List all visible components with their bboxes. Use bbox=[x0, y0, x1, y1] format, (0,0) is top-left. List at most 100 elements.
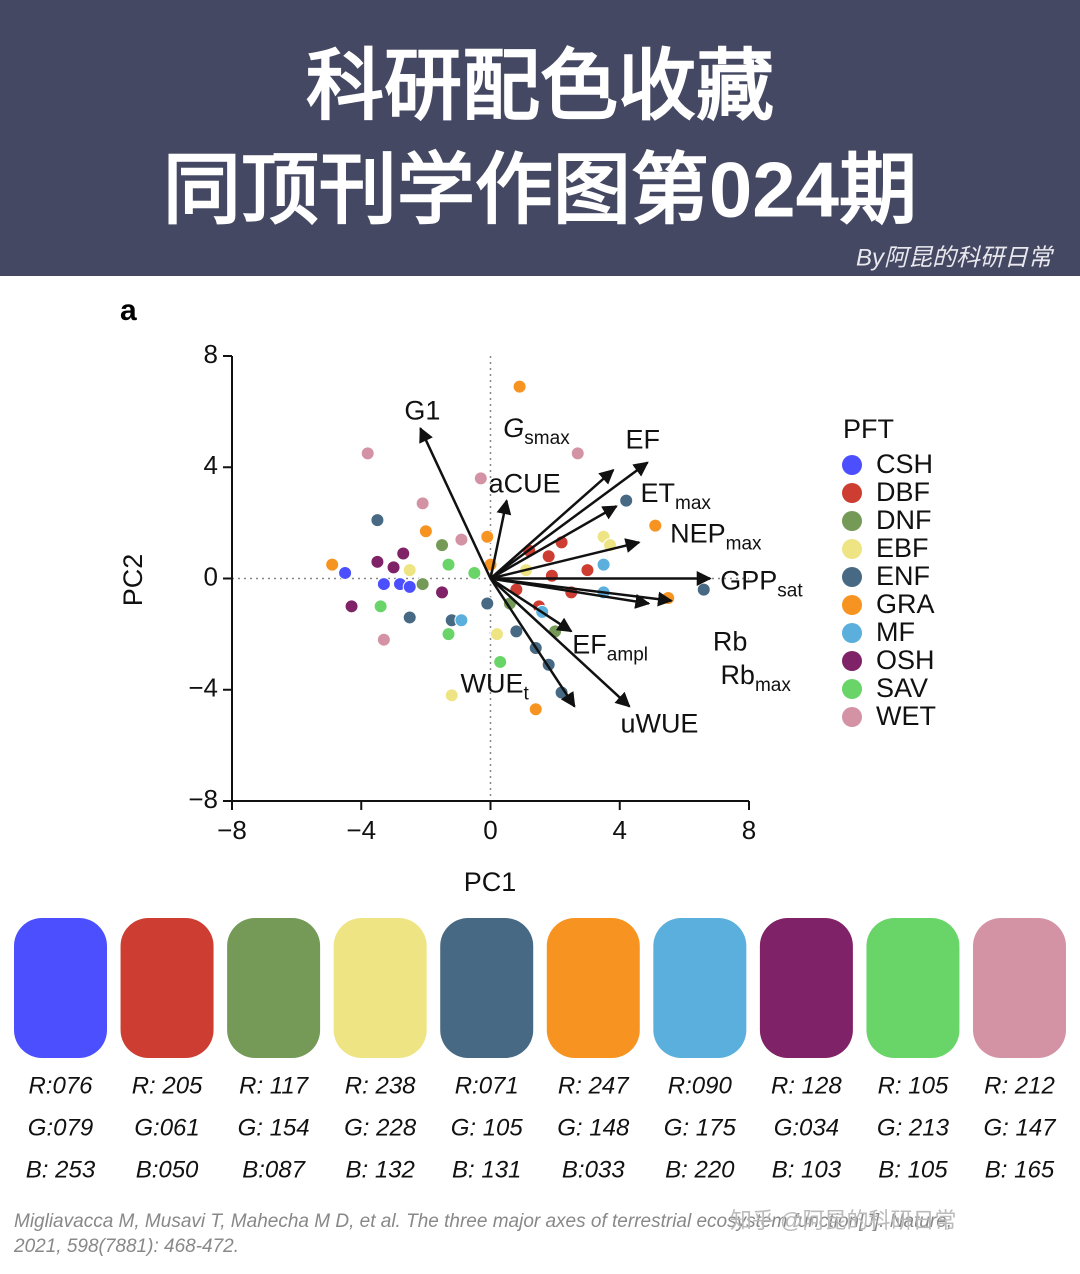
color-swatch bbox=[14, 918, 107, 1058]
legend-label: GRA bbox=[876, 589, 935, 619]
rgb-label: R: 247 bbox=[558, 1072, 630, 1099]
legend-swatch bbox=[842, 651, 862, 671]
rgb-label: R:076 bbox=[28, 1072, 93, 1099]
rgb-label: R: 128 bbox=[771, 1072, 842, 1099]
loading-label: Gsmax bbox=[503, 413, 570, 449]
point bbox=[402, 610, 417, 625]
loading-label: EF bbox=[626, 425, 661, 455]
rgb-label: R: 105 bbox=[878, 1072, 949, 1099]
loading-label: Rb bbox=[713, 627, 748, 657]
legend-swatch bbox=[842, 511, 862, 531]
y-tick-label: −4 bbox=[188, 673, 218, 703]
legend-label: MF bbox=[876, 617, 915, 647]
byline: By阿昆的科研日常 bbox=[856, 244, 1055, 271]
point bbox=[528, 702, 543, 717]
point bbox=[344, 599, 359, 614]
loading-arrow bbox=[490, 577, 673, 607]
color-swatch bbox=[973, 918, 1066, 1058]
loading-name: ET bbox=[641, 478, 676, 508]
loading-sub: sat bbox=[777, 581, 803, 602]
point bbox=[402, 563, 417, 578]
point bbox=[418, 524, 433, 539]
legend-label: ENF bbox=[876, 561, 930, 591]
point bbox=[696, 582, 711, 597]
point bbox=[402, 579, 417, 594]
color-swatch bbox=[653, 918, 747, 1058]
point bbox=[441, 627, 456, 642]
loading-name: G1 bbox=[404, 395, 440, 425]
title-line: 同顶刊学作图第024期 bbox=[163, 146, 917, 234]
loading-label: EFampl bbox=[572, 629, 648, 665]
loading-sub: t bbox=[524, 683, 530, 704]
x-axis-label: PC1 bbox=[464, 867, 517, 897]
rgb-label: B: 132 bbox=[345, 1156, 414, 1183]
loading-name: G bbox=[503, 413, 524, 443]
rgb-label: G: 148 bbox=[557, 1114, 630, 1141]
x-tick-label: −8 bbox=[217, 815, 247, 845]
loading-arrow bbox=[489, 499, 512, 579]
point bbox=[480, 529, 495, 544]
legend-swatch bbox=[842, 483, 862, 503]
loading-arrow bbox=[489, 577, 573, 633]
loading-name: WUE bbox=[461, 669, 524, 699]
loading-label: uWUE bbox=[620, 709, 698, 739]
legend-swatch bbox=[842, 455, 862, 475]
y-tick-label: 0 bbox=[204, 561, 218, 591]
point bbox=[480, 596, 495, 611]
point bbox=[580, 563, 595, 578]
loading-label: Rbmax bbox=[720, 660, 791, 696]
y-tick-label: 4 bbox=[204, 450, 218, 480]
point bbox=[512, 379, 527, 394]
legend-label: DBF bbox=[876, 477, 930, 507]
loading-arrow bbox=[419, 426, 492, 580]
color-swatch bbox=[866, 918, 960, 1058]
loading-label: G1 bbox=[404, 395, 440, 425]
point bbox=[473, 471, 488, 486]
point bbox=[373, 599, 388, 614]
legend-label: OSH bbox=[876, 645, 935, 675]
rgb-label: R: 212 bbox=[984, 1072, 1055, 1099]
point bbox=[370, 513, 385, 528]
point bbox=[396, 546, 411, 561]
point bbox=[370, 554, 385, 569]
legend-label: CSH bbox=[876, 449, 933, 479]
rgb-label: G: 105 bbox=[451, 1114, 524, 1141]
rgb-label: B:050 bbox=[136, 1156, 199, 1183]
point bbox=[444, 688, 459, 703]
legend-swatch bbox=[842, 539, 862, 559]
y-axis-label: PC2 bbox=[118, 554, 148, 607]
rgb-label: G: 175 bbox=[664, 1114, 737, 1141]
legend-label: WET bbox=[876, 701, 936, 731]
header-bg bbox=[0, 0, 1080, 276]
legend-swatch bbox=[842, 623, 862, 643]
point bbox=[509, 624, 524, 639]
watermark: 知乎 @阿昆的科研日常 bbox=[730, 1208, 956, 1233]
legend-swatch bbox=[842, 595, 862, 615]
point bbox=[541, 549, 556, 564]
loading-arrow bbox=[489, 577, 631, 708]
color-swatch bbox=[546, 918, 640, 1058]
point bbox=[435, 585, 450, 600]
loading-name: NEP bbox=[670, 518, 726, 548]
legend-swatch bbox=[842, 679, 862, 699]
x-tick-label: −4 bbox=[346, 815, 376, 845]
point bbox=[489, 627, 504, 642]
rgb-label: G: 147 bbox=[983, 1114, 1057, 1141]
legend-label: DNF bbox=[876, 505, 932, 535]
rgb-label: B:033 bbox=[562, 1156, 625, 1183]
rgb-label: B: 103 bbox=[772, 1156, 842, 1183]
point bbox=[596, 557, 611, 572]
point bbox=[570, 446, 585, 461]
loading-arrow bbox=[489, 461, 649, 580]
x-tick-label: 0 bbox=[483, 815, 497, 845]
y-tick-label: −8 bbox=[188, 784, 218, 814]
citation: Migliavacca M, Musavi T, Mahecha M D, et… bbox=[14, 1211, 952, 1232]
point bbox=[619, 493, 634, 508]
loading-sub: max bbox=[675, 493, 711, 514]
panel-label: a bbox=[120, 294, 137, 327]
point bbox=[386, 560, 401, 575]
citation: 2021, 598(7881): 468-472. bbox=[13, 1236, 239, 1257]
loading-label: aCUE bbox=[489, 469, 561, 499]
legend-swatch bbox=[842, 567, 862, 587]
